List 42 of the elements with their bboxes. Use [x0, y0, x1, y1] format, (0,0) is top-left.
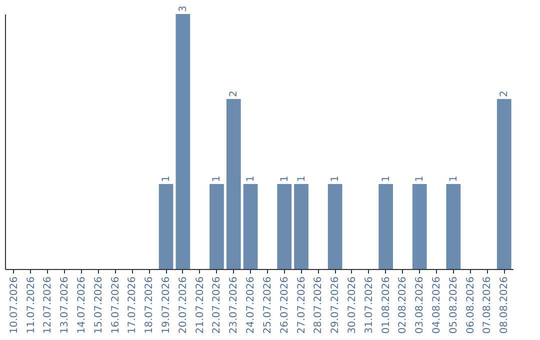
x-tick-label: 30.07.2026	[346, 276, 358, 334]
x-tick-label: 23.07.2026	[228, 276, 240, 334]
x-tick-label: 12.07.2026	[42, 276, 54, 334]
data-label: 1	[330, 176, 342, 182]
data-label: 2	[499, 90, 510, 97]
x-tick-label: 04.08.2026	[432, 276, 443, 334]
x-tick-label: 02.08.2026	[398, 276, 409, 334]
x-tick-label: 16.07.2026	[110, 276, 122, 334]
x-tick-label: 06.08.2026	[465, 276, 476, 334]
x-tick-label: 24.07.2026	[246, 276, 257, 334]
x-tick-label: 27.07.2026	[296, 276, 308, 334]
x-tick-label: 15.07.2026	[93, 276, 104, 334]
x-tick-label: 17.07.2026	[127, 276, 138, 334]
x-tick-label: 08.08.2026	[499, 276, 510, 334]
data-label: 3	[178, 6, 189, 12]
x-tick-label: 25.07.2026	[262, 276, 274, 334]
x-tick-label: 18.07.2026	[144, 276, 156, 334]
data-label: 1	[380, 176, 392, 182]
x-tick-label: 31.07.2026	[364, 276, 375, 334]
data-label: 1	[246, 176, 257, 182]
data-label: 1	[448, 176, 460, 182]
x-tick-label: 10.07.2026	[8, 276, 20, 334]
data-label: 2	[228, 90, 240, 97]
x-tick-label: 07.08.2026	[482, 276, 494, 334]
x-tick-label: 29.07.2026	[330, 276, 342, 334]
data-label: 1	[212, 176, 223, 182]
x-tick-label: 05.08.2026	[448, 276, 460, 334]
data-label: 1	[296, 176, 308, 182]
x-tick-label: 20.07.2026	[178, 276, 189, 334]
x-tick-label: 26.07.2026	[279, 276, 290, 334]
data-label: 1	[161, 176, 172, 182]
data-label: 1	[279, 176, 290, 182]
x-tick-label: 13.07.2026	[60, 276, 71, 334]
x-tick-label: 21.07.2026	[194, 276, 206, 334]
x-tick-label: 11.07.2026	[26, 276, 37, 334]
x-tick-label: 14.07.2026	[76, 276, 88, 334]
x-tick-label: 19.07.2026	[161, 276, 172, 334]
x-tick-label: 28.07.2026	[313, 276, 324, 334]
x-tick-label: 03.08.2026	[414, 276, 426, 334]
x-tick-label: 22.07.2026	[212, 276, 223, 334]
data-label: 1	[414, 176, 426, 182]
x-tick-label: 01.08.2026	[380, 276, 392, 334]
